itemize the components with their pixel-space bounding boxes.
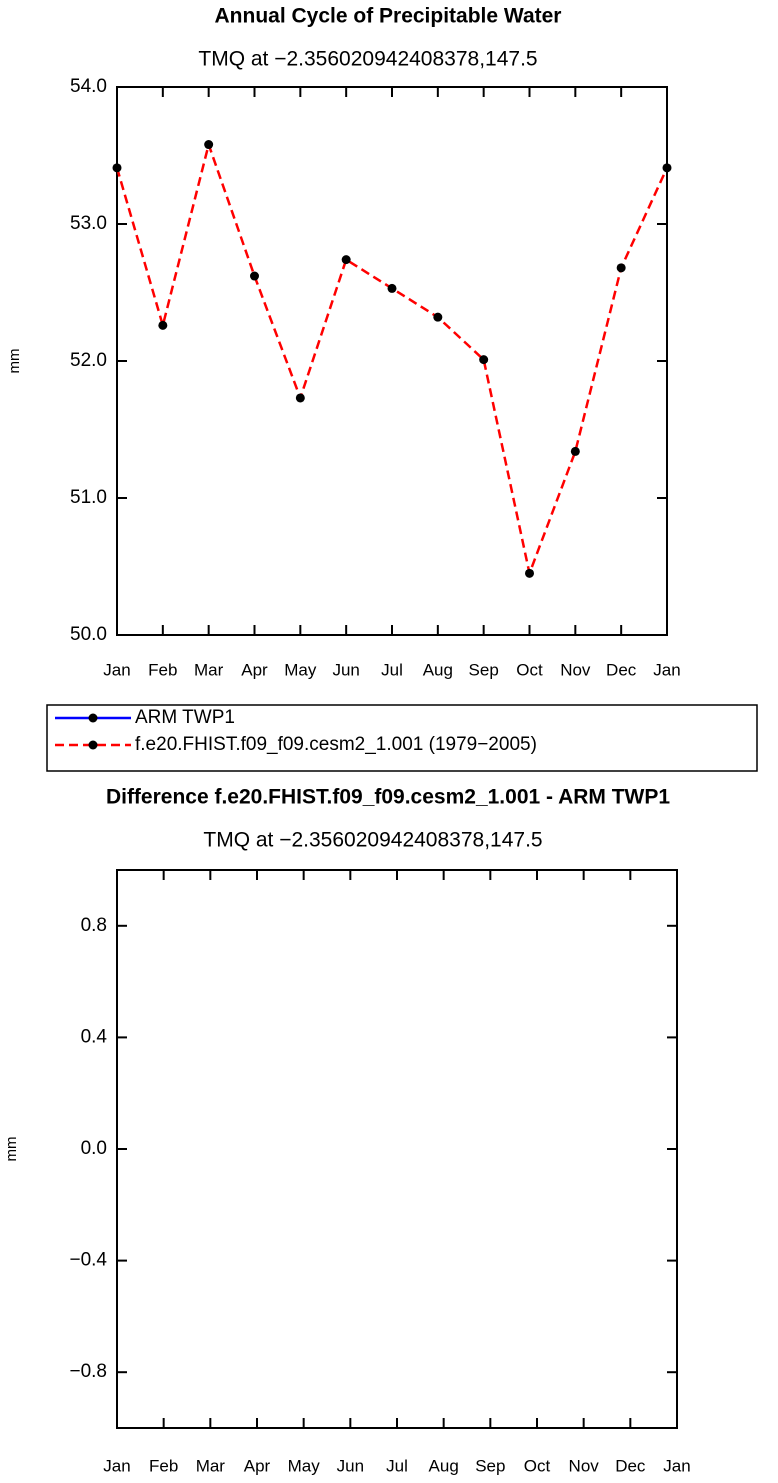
x-tick-label: Mar — [196, 1456, 226, 1475]
x-tick-label: Jan — [103, 1456, 130, 1475]
series-line — [115, 140, 669, 578]
chart-title: Difference f.e20.FHIST.f09_f09.cesm2_1.0… — [106, 786, 670, 809]
plot-frame — [116, 86, 668, 636]
data-point — [250, 271, 259, 281]
y-tick-label: 52.0 — [70, 350, 107, 371]
legend-label: f.e20.FHIST.f09_f09.cesm2_1.001 (1979−20… — [135, 734, 537, 755]
data-point — [295, 393, 305, 403]
x-tick-label: Jul — [386, 1456, 408, 1475]
y-tick-label: 53.0 — [70, 213, 107, 234]
data-point — [387, 283, 397, 293]
x-tick-label: May — [288, 1456, 321, 1475]
x-tick-label: Aug — [423, 660, 453, 679]
x-tick-label: Sep — [475, 1456, 505, 1475]
x-tick-label: Jan — [663, 1456, 690, 1475]
y-axis-label: mm — [3, 1137, 20, 1162]
legend-marker — [88, 713, 98, 723]
x-tick-label: Jun — [332, 660, 359, 679]
legend-box — [46, 704, 758, 772]
data-point — [158, 320, 168, 330]
x-tick-label: Apr — [244, 1456, 271, 1475]
legend-marker — [88, 740, 98, 750]
x-tick-label: Oct — [524, 1456, 551, 1475]
data-point — [204, 140, 214, 150]
x-tick-label: Jan — [653, 660, 680, 679]
y-tick-label: 0.0 — [81, 1138, 107, 1159]
y-tick-label: 50.0 — [70, 624, 107, 645]
x-tick-label: Jun — [337, 1456, 364, 1475]
x-tick-label: Feb — [149, 1456, 178, 1475]
chart-subtitle: TMQ at −2.356020942408378,147.5 — [203, 829, 542, 852]
y-tick-label: 51.0 — [70, 487, 107, 508]
x-tick-label: Sep — [469, 660, 499, 679]
x-tick-label: Nov — [560, 660, 591, 679]
x-tick-label: Feb — [148, 660, 177, 679]
x-tick-label: Dec — [615, 1456, 646, 1475]
x-tick-label: Jul — [381, 660, 403, 679]
data-point — [525, 568, 534, 578]
data-point — [616, 263, 626, 273]
chart-title: Annual Cycle of Precipitable Water — [215, 5, 562, 28]
y-tick-label: −0.4 — [69, 1250, 107, 1271]
x-tick-label: Nov — [569, 1456, 600, 1475]
x-tick-label: Apr — [241, 660, 268, 679]
y-tick-label: −0.8 — [69, 1361, 107, 1382]
y-tick-label: 0.4 — [81, 1026, 108, 1047]
data-point — [112, 163, 122, 173]
legend-label: ARM TWP1 — [135, 707, 235, 728]
data-point — [570, 446, 580, 456]
data-point — [433, 312, 443, 322]
chart-subtitle: TMQ at −2.356020942408378,147.5 — [198, 48, 537, 71]
x-tick-label: Mar — [194, 660, 224, 679]
data-point — [341, 255, 351, 265]
x-tick-label: May — [284, 660, 317, 679]
x-tick-label: Jan — [103, 660, 130, 679]
x-tick-label: Aug — [429, 1456, 459, 1475]
plot-frame — [116, 869, 678, 1429]
y-tick-label: 54.0 — [70, 76, 107, 97]
y-tick-label: 0.8 — [81, 915, 107, 936]
x-tick-label: Oct — [516, 660, 543, 679]
data-point — [479, 355, 489, 365]
data-point — [662, 163, 672, 173]
y-axis-label: mm — [6, 349, 23, 374]
x-tick-label: Dec — [606, 660, 637, 679]
